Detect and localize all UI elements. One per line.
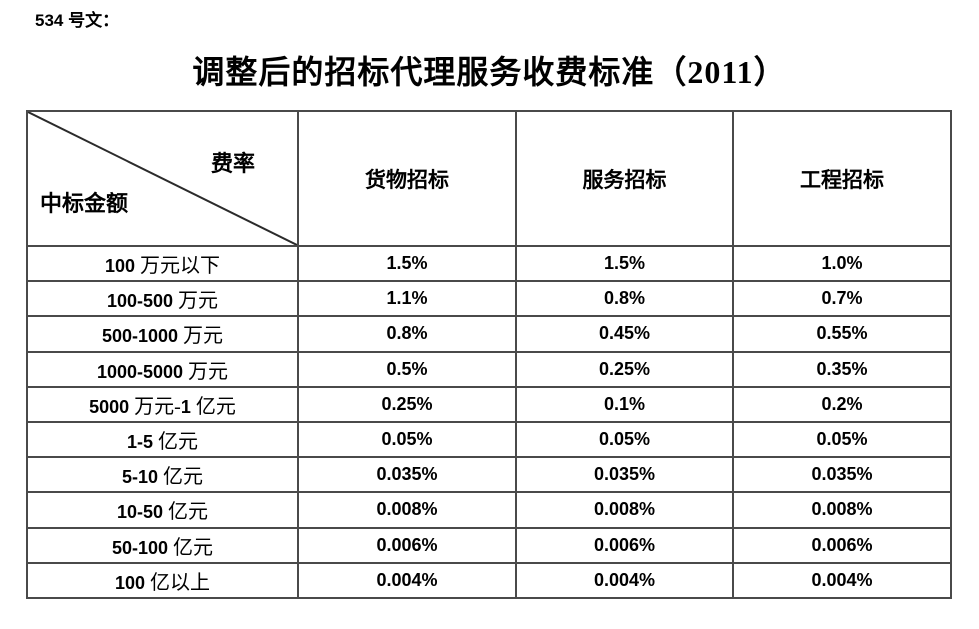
fee-table: 费率 中标金额 货物招标 服务招标 工程招标 100 万元以下 1.5% 1.5% 1.0…: [26, 110, 952, 600]
fee-value-cell: 1.5%: [515, 244, 734, 283]
fee-value-cell: 1.0%: [732, 244, 952, 283]
fee-value-cell: 0.004%: [297, 561, 517, 600]
fee-value-cell: 0.008%: [732, 491, 952, 529]
table-row: 10-50 亿元 0.008% 0.008% 0.008%: [26, 491, 952, 529]
row-label-number: 50-100: [111, 537, 169, 558]
table-row: 100 亿以上 0.004% 0.004% 0.004%: [26, 561, 952, 600]
fee-value-cell: 0.035%: [515, 456, 734, 494]
fee-value-cell: 1.5%: [297, 244, 517, 283]
fee-value-cell: 0.006%: [515, 526, 734, 564]
fee-value-cell: 0.035%: [297, 456, 517, 494]
fee-value-cell: 0.1%: [515, 385, 734, 423]
row-label-number: 100: [104, 256, 136, 277]
fee-value-cell: 0.25%: [515, 350, 734, 388]
fee-value-cell: 0.05%: [515, 420, 734, 459]
fee-value-cell: 0.004%: [515, 561, 734, 600]
fee-value-cell: 0.004%: [732, 561, 952, 600]
row-label: 1000-5000 万元: [26, 350, 299, 388]
row-label-number: 5-10: [121, 467, 159, 488]
corner-label-fee-rate: 费率: [210, 151, 255, 176]
fee-value-cell: 0.35%: [732, 350, 952, 388]
diagonal-divider-line: [28, 112, 297, 245]
row-label-number: 1-5: [126, 432, 153, 453]
fee-value-cell: 0.006%: [297, 526, 517, 564]
column-header-3: 工程招标: [732, 110, 952, 247]
table-row: 1000-5000 万元 0.5% 0.25% 0.35%: [26, 350, 952, 388]
column-header-2: 服务招标: [515, 110, 734, 247]
table-row: 100-500 万元 1.1% 0.8% 0.7%: [26, 280, 952, 318]
row-label: 5000 万元-1 亿元: [26, 385, 299, 423]
fee-value-cell: 0.05%: [297, 420, 517, 459]
row-label: 5-10 亿元: [26, 456, 299, 494]
fee-value-cell: 0.8%: [297, 315, 517, 353]
fee-value-cell: 0.25%: [297, 385, 517, 423]
fee-value-cell: 0.8%: [515, 280, 734, 318]
row-label: 500-1000 万元: [26, 315, 299, 353]
fee-value-cell: 0.7%: [732, 280, 952, 318]
page-title: 调整后的招标代理服务收费标准（2011）: [192, 54, 787, 90]
column-header-1: 货物招标: [297, 110, 517, 247]
row-label-number: 500-1000: [101, 326, 179, 347]
fee-value-cell: 0.006%: [732, 526, 952, 564]
row-label: 1-5 亿元: [26, 420, 299, 459]
row-label: 100 万元以下: [26, 244, 299, 283]
fee-value-cell: 0.008%: [515, 491, 734, 529]
doc-number-label: 534 号文：: [35, 11, 120, 30]
table-row: 50-100 亿元 0.006% 0.006% 0.006%: [26, 526, 952, 564]
table-row: 1-5 亿元 0.05% 0.05% 0.05%: [26, 420, 952, 459]
fee-value-cell: 0.45%: [515, 315, 734, 353]
table-row: 5-10 亿元 0.035% 0.035% 0.035%: [26, 456, 952, 494]
fee-value-cell: 0.2%: [732, 385, 952, 423]
header-row: 费率 中标金额 货物招标 服务招标 工程招标: [26, 110, 952, 247]
table-row: 500-1000 万元 0.8% 0.45% 0.55%: [26, 315, 952, 353]
fee-value-cell: 0.008%: [297, 491, 517, 529]
row-label: 50-100 亿元: [26, 526, 299, 564]
corner-header-cell: 费率 中标金额: [26, 110, 299, 247]
row-label: 100 亿以上: [26, 561, 299, 600]
row-label-number: 100: [114, 572, 146, 593]
table-row: 100 万元以下 1.5% 1.5% 1.0%: [26, 244, 952, 283]
row-label-number: 1000-5000: [96, 361, 184, 382]
row-label-number: 10-50: [116, 502, 164, 523]
fee-value-cell: 0.55%: [732, 315, 952, 353]
row-label-number: 100-500: [106, 291, 174, 312]
row-label: 100-500 万元: [26, 280, 299, 318]
fee-value-cell: 0.5%: [297, 350, 517, 388]
corner-label-bid-amount: 中标金额: [40, 191, 129, 216]
fee-value-cell: 1.1%: [297, 280, 517, 318]
fee-value-cell: 0.035%: [732, 456, 952, 494]
row-label: 10-50 亿元: [26, 491, 299, 529]
row-label-number: 5000: [89, 396, 130, 417]
row-label-number: 1: [180, 396, 191, 417]
fee-value-cell: 0.05%: [732, 420, 952, 459]
table-row: 5000 万元-1 亿元 0.25% 0.1% 0.2%: [26, 385, 952, 423]
